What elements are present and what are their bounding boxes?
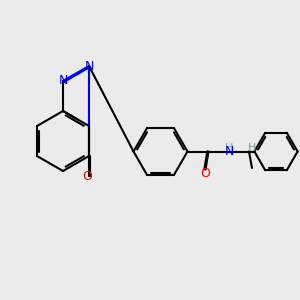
Text: H: H: [225, 143, 234, 153]
Text: H: H: [248, 143, 256, 153]
Text: N: N: [85, 59, 94, 73]
Text: O: O: [82, 170, 92, 184]
Text: N: N: [225, 145, 234, 158]
Text: N: N: [58, 74, 68, 88]
Text: O: O: [201, 167, 210, 180]
